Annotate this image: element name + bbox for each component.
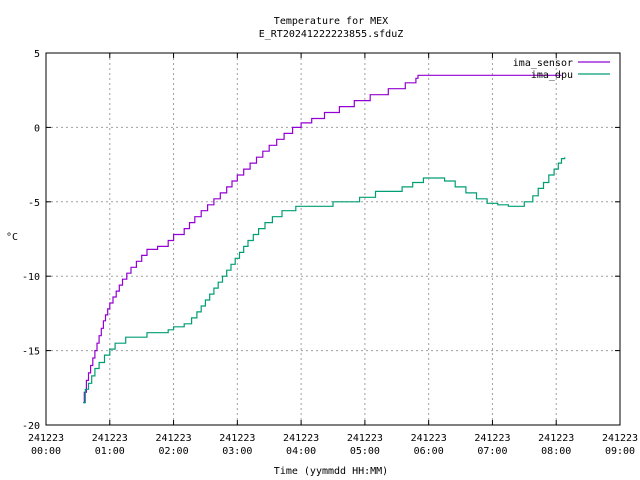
x-tick-label-date: 241223 <box>219 433 255 444</box>
x-tick-label-date: 241223 <box>474 433 510 444</box>
y-tick-label: -15 <box>22 347 40 358</box>
legend-label-ima-sensor: ima_sensor <box>513 58 573 69</box>
x-tick-label-date: 241223 <box>28 433 64 444</box>
x-tick-label-time: 02:00 <box>159 446 189 457</box>
x-tick-label-time: 05:00 <box>350 446 380 457</box>
x-tick-label-time: 09:00 <box>605 446 635 457</box>
series-line-ima-sensor <box>83 74 562 404</box>
series-line-ima-dpu <box>83 157 566 404</box>
x-tick-label-time: 01:00 <box>95 446 125 457</box>
x-tick-label-date: 241223 <box>92 433 128 444</box>
x-tick-label-date: 241223 <box>411 433 447 444</box>
x-tick-label-time: 03:00 <box>222 446 252 457</box>
y-tick-label: -5 <box>28 198 40 209</box>
y-tick-label: 5 <box>34 49 40 60</box>
y-axis-label: °C <box>6 232 18 243</box>
plot-series <box>83 74 566 404</box>
plot-frame <box>45 52 621 426</box>
x-tick-label-date: 241223 <box>283 433 319 444</box>
grid <box>46 53 620 425</box>
chart-title: Temperature for MEX <box>274 16 388 27</box>
x-tick-label-date: 241223 <box>347 433 383 444</box>
y-tick-label: 0 <box>34 123 40 134</box>
x-tick-label-time: 08:00 <box>541 446 571 457</box>
y-tick-label: -20 <box>22 421 40 432</box>
x-tick-label-date: 241223 <box>155 433 191 444</box>
x-axis-label: Time (yymmdd HH:MM) <box>274 466 388 477</box>
x-tick-label-time: 07:00 <box>477 446 507 457</box>
chart-subtitle: E_RT20241222223855.sfduZ <box>259 29 404 40</box>
x-tick-label-time: 00:00 <box>31 446 61 457</box>
y-tick-label: -10 <box>22 272 40 283</box>
x-tick-label-date: 241223 <box>538 433 574 444</box>
x-tick-label-time: 06:00 <box>414 446 444 457</box>
x-tick-label-time: 04:00 <box>286 446 316 457</box>
x-tick-label-date: 241223 <box>602 433 638 444</box>
x-axis-ticks: 241223 00:00 241223 01:00 241223 02:00 241223 0… <box>28 53 638 457</box>
y-axis-ticks: 5 0 -5 -10 -15 -20 <box>22 49 620 432</box>
legend-label-ima-dpu: ima_dpu <box>531 70 573 81</box>
